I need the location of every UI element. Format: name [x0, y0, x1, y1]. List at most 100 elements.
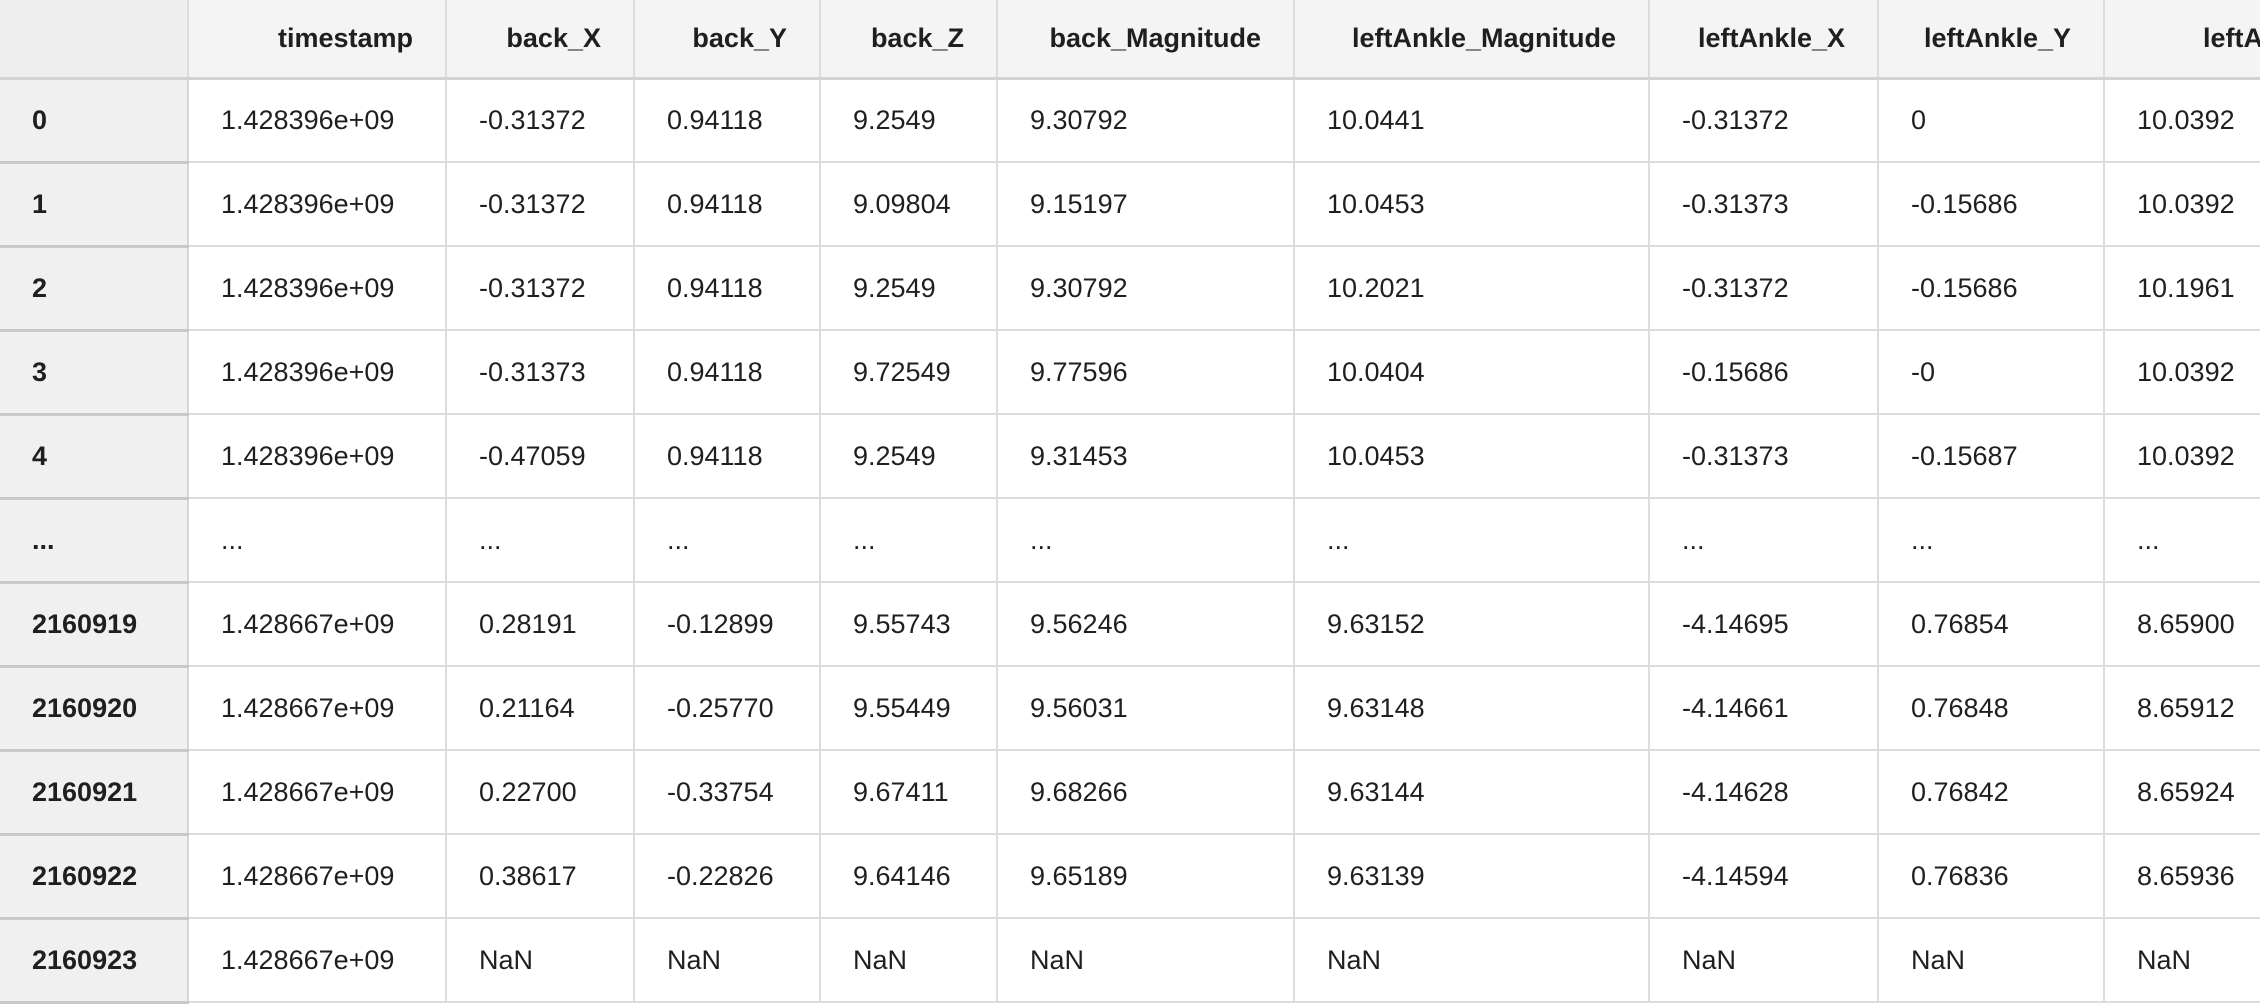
table-cell: 0.94118: [634, 246, 821, 331]
table-cell: ...: [2104, 498, 2260, 583]
table-cell: NaN: [1878, 918, 2105, 1003]
table-cell: 10.0404: [1294, 330, 1650, 415]
table-row: 2160923 1.428667e+09 NaN NaN NaN NaN NaN NaN NaN…: [0, 918, 2260, 1004]
table-cell: 0.21164: [446, 666, 635, 751]
table-cell: 8.65912: [2104, 666, 2260, 751]
table-cell: 0.76842: [1878, 750, 2105, 835]
table-cell: 9.55743: [820, 582, 998, 667]
table-cell: 1.428396e+09: [188, 162, 447, 247]
table-cell: 10.0441: [1294, 78, 1650, 163]
column-header: leftAnkle_X: [1649, 0, 1879, 80]
table-cell: 9.2549: [820, 246, 998, 331]
table-cell: 0.76854: [1878, 582, 2105, 667]
table-cell: NaN: [1649, 918, 1879, 1003]
table-cell: 9.15197: [997, 162, 1295, 247]
table-cell: 0.28191: [446, 582, 635, 667]
table-cell: 9.63148: [1294, 666, 1650, 751]
column-header: back_Y: [634, 0, 821, 80]
table-body: 0 1.428396e+09 -0.31372 0.94118 9.2549 9.3079…: [0, 78, 2260, 1004]
table-cell: 10.0392: [2104, 330, 2260, 415]
table-cell: -0.31372: [446, 78, 635, 163]
table-cell: 0.94118: [634, 414, 821, 499]
row-index: 2160920: [0, 666, 189, 752]
table-cell: -0.25770: [634, 666, 821, 751]
table-cell: 0: [1878, 78, 2105, 163]
table-cell: -0.31373: [446, 330, 635, 415]
table-cell: 9.2549: [820, 78, 998, 163]
table-cell: 8.65924: [2104, 750, 2260, 835]
table-cell: 9.56246: [997, 582, 1295, 667]
row-index: 2: [0, 246, 189, 332]
table-cell: 1.428396e+09: [188, 78, 447, 163]
table-cell: 9.09804: [820, 162, 998, 247]
table-cell: 0.76836: [1878, 834, 2105, 919]
column-header: back_Magnitude: [997, 0, 1295, 80]
table-cell: NaN: [634, 918, 821, 1003]
table-cell: 1.428667e+09: [188, 582, 447, 667]
table-cell: 1.428396e+09: [188, 246, 447, 331]
row-index: 2160923: [0, 918, 189, 1004]
table-header: timestamp back_X back_Y back_Z back_Magnitud…: [0, 0, 2260, 80]
index-header-corner: [0, 0, 189, 80]
table-cell: -0: [1878, 330, 2105, 415]
table-cell: -0.15686: [1878, 246, 2105, 331]
row-index: 2160922: [0, 834, 189, 920]
table-cell: 8.65900: [2104, 582, 2260, 667]
table-cell: 10.0392: [2104, 78, 2260, 163]
table-cell: 8.65936: [2104, 834, 2260, 919]
table-cell: 1.428667e+09: [188, 750, 447, 835]
table-cell: -0.22826: [634, 834, 821, 919]
column-header: leftAnkle: [2104, 0, 2260, 80]
column-header: timestamp: [188, 0, 447, 80]
table-cell: -0.31372: [1649, 78, 1879, 163]
table-cell: 0.94118: [634, 78, 821, 163]
row-index: 4: [0, 414, 189, 500]
table-row: 1 1.428396e+09 -0.31372 0.94118 9.09804 9.151…: [0, 162, 2260, 248]
table-cell: ...: [188, 498, 447, 583]
table-cell: 9.55449: [820, 666, 998, 751]
table-cell: -0.15687: [1878, 414, 2105, 499]
table-cell: 1.428667e+09: [188, 834, 447, 919]
table-cell: 10.0392: [2104, 414, 2260, 499]
table-cell: 9.31453: [997, 414, 1295, 499]
table-cell: -0.47059: [446, 414, 635, 499]
table-cell: 10.0453: [1294, 414, 1650, 499]
table-cell: -0.31372: [1649, 246, 1879, 331]
column-header: back_X: [446, 0, 635, 80]
row-index: ...: [0, 498, 189, 584]
table-row: 0 1.428396e+09 -0.31372 0.94118 9.2549 9.3079…: [0, 78, 2260, 164]
table-cell: 1.428667e+09: [188, 918, 447, 1003]
table-cell: 0.94118: [634, 330, 821, 415]
table-cell: 9.2549: [820, 414, 998, 499]
row-index: 0: [0, 78, 189, 164]
table-cell: -0.31372: [446, 162, 635, 247]
table-cell: NaN: [1294, 918, 1650, 1003]
table-cell: -0.33754: [634, 750, 821, 835]
table-cell: 1.428396e+09: [188, 414, 447, 499]
row-index: 2160921: [0, 750, 189, 836]
table-cell: 10.1961: [2104, 246, 2260, 331]
table-cell: 0.38617: [446, 834, 635, 919]
table-cell: 10.0392: [2104, 162, 2260, 247]
table-row: 2 1.428396e+09 -0.31372 0.94118 9.2549 9.3079…: [0, 246, 2260, 332]
table-cell: -4.14594: [1649, 834, 1879, 919]
table-cell: ...: [997, 498, 1295, 583]
table-cell: 0.76848: [1878, 666, 2105, 751]
row-index: 2160919: [0, 582, 189, 668]
table-cell: 1.428396e+09: [188, 330, 447, 415]
table-cell: -4.14695: [1649, 582, 1879, 667]
table-cell: NaN: [446, 918, 635, 1003]
table-cell: -0.31373: [1649, 414, 1879, 499]
table-row: 2160921 1.428667e+09 0.22700 -0.33754 9.6741…: [0, 750, 2260, 836]
table-cell: 9.63144: [1294, 750, 1650, 835]
table-row: 3 1.428396e+09 -0.31373 0.94118 9.72549 9.775…: [0, 330, 2260, 416]
table-row: 2160919 1.428667e+09 0.28191 -0.12899 9.5574…: [0, 582, 2260, 668]
table-cell: 9.77596: [997, 330, 1295, 415]
table-cell: 9.30792: [997, 246, 1295, 331]
table-cell: NaN: [997, 918, 1295, 1003]
column-header: leftAnkle_Magnitude: [1294, 0, 1650, 80]
table-cell: NaN: [820, 918, 998, 1003]
table-row: 4 1.428396e+09 -0.47059 0.94118 9.2549 9.3145…: [0, 414, 2260, 500]
table-cell: -0.12899: [634, 582, 821, 667]
table-row: 2160922 1.428667e+09 0.38617 -0.22826 9.6414…: [0, 834, 2260, 920]
